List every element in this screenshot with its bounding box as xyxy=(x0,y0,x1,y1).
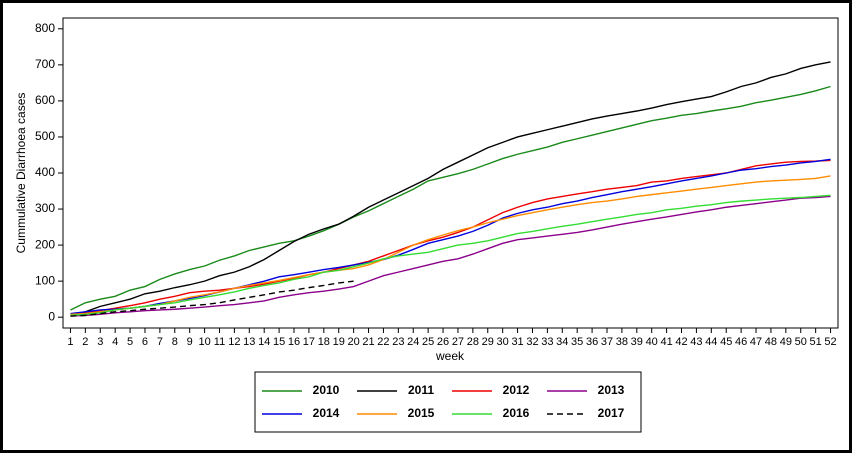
x-tick-label: 45 xyxy=(720,336,732,348)
series-line xyxy=(70,85,831,311)
x-tick-label: 25 xyxy=(422,336,434,348)
y-tick-label: 600 xyxy=(35,93,55,107)
series-line xyxy=(70,175,831,316)
x-tick-label: 39 xyxy=(631,336,643,348)
x-tick-label: 7 xyxy=(157,336,163,348)
x-axis-label: week xyxy=(435,349,465,363)
series-line xyxy=(70,195,831,317)
x-tick-label: 50 xyxy=(795,336,807,348)
y-tick-label: 500 xyxy=(35,129,55,143)
legend-label: 2012 xyxy=(503,383,530,397)
y-tick-label: 700 xyxy=(35,57,55,71)
x-tick-label: 14 xyxy=(258,336,270,348)
legend-label: 2014 xyxy=(313,406,340,420)
x-tick-label: 11 xyxy=(214,336,225,348)
y-tick-label: 0 xyxy=(48,309,55,323)
legend-label: 2015 xyxy=(408,406,435,420)
x-tick-label: 46 xyxy=(735,336,747,348)
x-tick-label: 36 xyxy=(586,336,598,348)
x-tick-label: 27 xyxy=(452,336,464,348)
x-tick-label: 21 xyxy=(362,336,374,348)
x-tick-label: 15 xyxy=(273,336,285,348)
x-tick-label: 31 xyxy=(511,336,523,348)
x-tick-label: 10 xyxy=(198,336,210,348)
x-tick-label: 8 xyxy=(172,336,178,348)
series-line xyxy=(70,280,354,317)
x-tick-label: 38 xyxy=(616,336,628,348)
x-tick-label: 44 xyxy=(705,336,717,348)
series-line xyxy=(70,61,831,317)
x-tick-label: 22 xyxy=(377,336,389,348)
x-tick-label: 47 xyxy=(750,336,762,348)
x-tick-label: 29 xyxy=(482,336,494,348)
legend xyxy=(254,371,642,433)
x-tick-label: 41 xyxy=(660,336,672,348)
x-tick-label: 1 xyxy=(67,336,73,348)
series-line xyxy=(70,159,831,315)
x-tick-label: 37 xyxy=(601,336,613,348)
x-tick-label: 6 xyxy=(142,336,148,348)
x-tick-label: 5 xyxy=(127,336,133,348)
x-tick-label: 33 xyxy=(541,336,553,348)
x-tick-label: 17 xyxy=(303,336,315,348)
x-tick-label: 24 xyxy=(407,336,419,348)
x-tick-label: 30 xyxy=(497,336,509,348)
x-tick-label: 28 xyxy=(467,336,479,348)
x-tick-label: 2 xyxy=(82,336,88,348)
series-line xyxy=(70,158,831,315)
x-tick-label: 4 xyxy=(112,336,118,348)
x-tick-label: 18 xyxy=(318,336,330,348)
x-tick-label: 20 xyxy=(348,336,360,348)
x-tick-label: 32 xyxy=(526,336,538,348)
x-tick-label: 51 xyxy=(810,336,822,348)
legend-label: 2017 xyxy=(598,406,625,420)
x-tick-label: 9 xyxy=(187,336,193,348)
x-tick-label: 40 xyxy=(646,336,658,348)
y-tick-label: 100 xyxy=(35,273,55,287)
x-tick-label: 16 xyxy=(288,336,300,348)
y-tick-label: 400 xyxy=(35,165,55,179)
legend-label: 2013 xyxy=(598,383,625,397)
x-tick-label: 42 xyxy=(675,336,687,348)
legend-label: 2011 xyxy=(408,383,434,397)
x-tick-label: 34 xyxy=(556,336,568,348)
x-tick-label: 49 xyxy=(780,336,792,348)
x-tick-label: 43 xyxy=(690,336,702,348)
x-tick-label: 23 xyxy=(392,336,404,348)
x-tick-label: 26 xyxy=(437,336,449,348)
y-tick-label: 800 xyxy=(35,21,55,35)
x-tick-label: 12 xyxy=(228,336,240,348)
x-tick-label: 13 xyxy=(243,336,255,348)
y-axis-label: Cummulative Diarrhoea cases xyxy=(14,93,28,254)
legend-label: 2010 xyxy=(313,383,340,397)
x-tick-label: 3 xyxy=(97,336,103,348)
y-tick-label: 200 xyxy=(35,237,55,251)
x-tick-label: 19 xyxy=(333,336,345,348)
x-tick-label: 52 xyxy=(824,336,836,348)
series-line xyxy=(70,194,831,317)
x-tick-label: 48 xyxy=(765,336,777,348)
y-tick-label: 300 xyxy=(35,201,55,215)
legend-label: 2016 xyxy=(503,406,530,420)
x-tick-label: 35 xyxy=(571,336,583,348)
